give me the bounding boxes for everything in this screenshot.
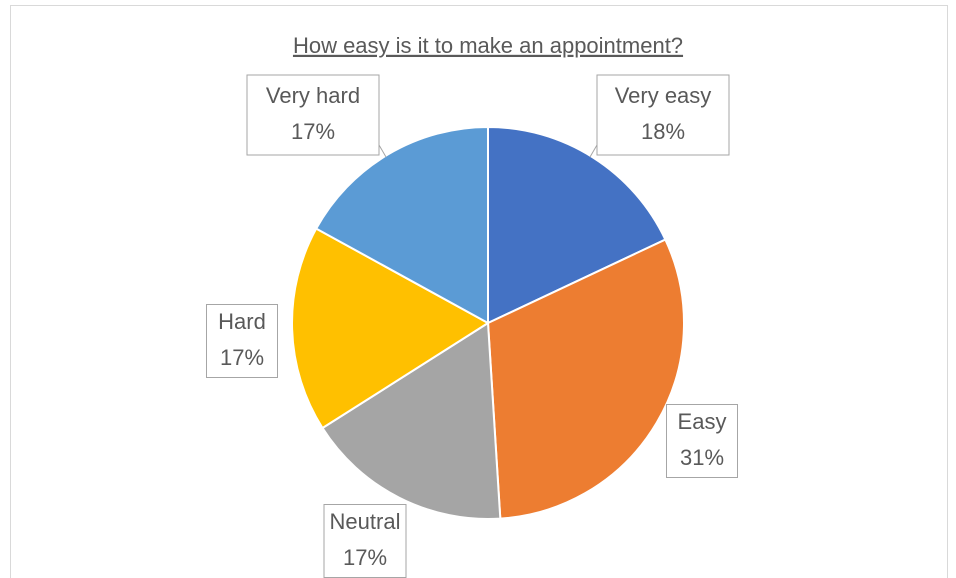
label-box bbox=[246, 74, 380, 156]
pie-slice bbox=[321, 321, 502, 520]
value-label: 17% bbox=[343, 545, 387, 570]
value-label: 18% bbox=[641, 119, 685, 144]
value-label: 17% bbox=[291, 119, 335, 144]
label-box bbox=[596, 74, 730, 156]
label-box bbox=[323, 504, 407, 578]
label-box bbox=[666, 404, 738, 478]
pie-slice bbox=[486, 238, 685, 520]
category-label: Very hard bbox=[266, 83, 360, 108]
label-box bbox=[206, 304, 278, 378]
category-label: Hard bbox=[218, 309, 266, 334]
pie-slice bbox=[487, 125, 667, 325]
category-label: Neutral bbox=[330, 509, 401, 534]
pie-slice bbox=[314, 125, 489, 325]
leader-line bbox=[589, 144, 598, 158]
leader-line bbox=[378, 144, 387, 158]
pie-slice bbox=[291, 227, 490, 430]
chart-title: How easy is it to make an appointment? bbox=[293, 33, 683, 58]
value-label: 17% bbox=[220, 345, 264, 370]
value-label: 31% bbox=[680, 445, 724, 470]
category-label: Very easy bbox=[615, 83, 712, 108]
category-label: Easy bbox=[678, 409, 727, 434]
